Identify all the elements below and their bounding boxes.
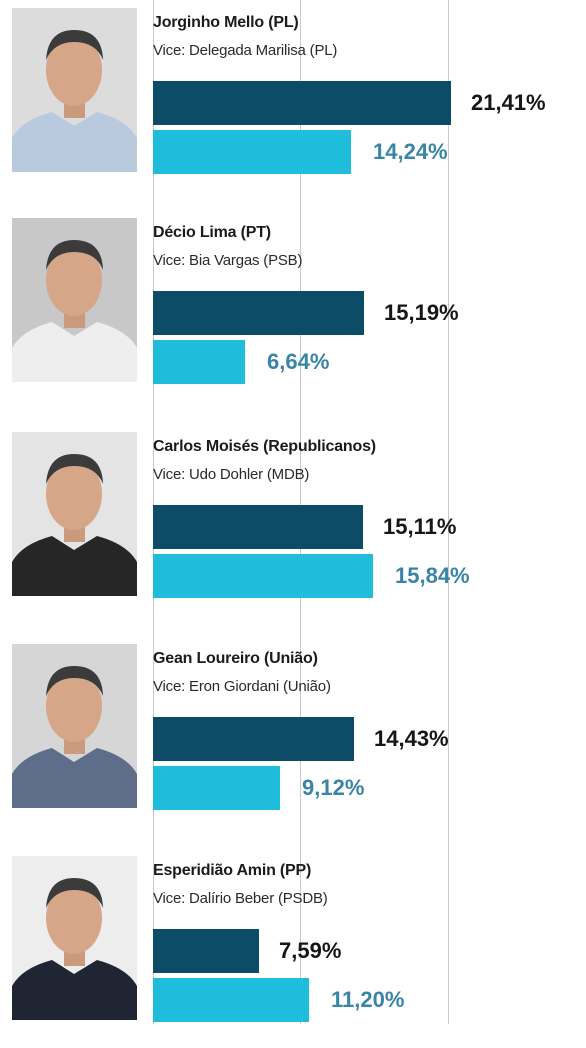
bar-series-1 [153, 81, 451, 125]
candidate-portrait-icon [12, 666, 137, 808]
data-label: 15,11% [383, 514, 457, 539]
vice-candidate: Vice: Eron Giordani (União) [153, 678, 331, 695]
vice-candidate: Vice: Dalírio Beber (PSDB) [153, 890, 328, 907]
data-label: 14,24% [373, 139, 448, 164]
candidate-name: Esperidião Amin (PP) [153, 862, 312, 879]
candidate-row: Carlos Moisés (Republicanos) Vice: Udo Do… [0, 424, 586, 624]
candidate-row: Esperidião Amin (PP) Vice: Dalírio Beber … [0, 848, 586, 1048]
data-label: 9,12% [302, 775, 365, 800]
vice-candidate: Vice: Delegada Marilisa (PL) [153, 42, 338, 59]
data-label: 15,84% [395, 563, 470, 588]
candidate-name: Décio Lima (PT) [153, 224, 271, 241]
data-label: 21,41% [471, 90, 546, 115]
candidate-portrait-icon [12, 878, 137, 1020]
gridline [448, 0, 449, 1024]
bar-series-1 [153, 505, 363, 549]
candidate-photo [12, 644, 137, 808]
candidate-name: Carlos Moisés (Republicanos) [153, 438, 376, 455]
bar-series-2 [153, 340, 245, 384]
candidate-portrait-icon [12, 454, 137, 596]
candidate-photo [12, 218, 137, 382]
candidate-photo [12, 856, 137, 1020]
data-label: 15,19% [384, 300, 459, 325]
candidate-photo [12, 8, 137, 172]
data-label: 6,64% [267, 349, 330, 374]
candidate-name: Jorginho Mello (PL) [153, 14, 299, 31]
bar-series-2 [153, 130, 351, 174]
data-label: 7,59% [279, 938, 342, 963]
bar-series-1 [153, 717, 354, 761]
bar-series-2 [153, 554, 373, 598]
vice-candidate: Vice: Bia Vargas (PSB) [153, 252, 303, 269]
bar-series-2 [153, 978, 309, 1022]
bar-series-1 [153, 291, 364, 335]
candidate-portrait-icon [12, 240, 137, 382]
candidate-row: Gean Loureiro (União) Vice: Eron Giordani… [0, 636, 586, 836]
candidate-row: Jorginho Mello (PL) Vice: Delegada Marili… [0, 0, 586, 200]
candidate-name: Gean Loureiro (União) [153, 650, 318, 667]
candidate-photo [12, 432, 137, 596]
vice-candidate: Vice: Udo Dohler (MDB) [153, 466, 310, 483]
candidate-row: Décio Lima (PT) Vice: Bia Vargas (PSB) 15,… [0, 210, 586, 410]
data-label: 11,20% [331, 987, 405, 1012]
poll-bar-chart: Jorginho Mello (PL) Vice: Delegada Marili… [0, 0, 586, 1024]
bar-series-1 [153, 929, 259, 973]
data-label: 14,43% [374, 726, 449, 751]
bar-series-2 [153, 766, 280, 810]
candidate-portrait-icon [12, 30, 137, 172]
